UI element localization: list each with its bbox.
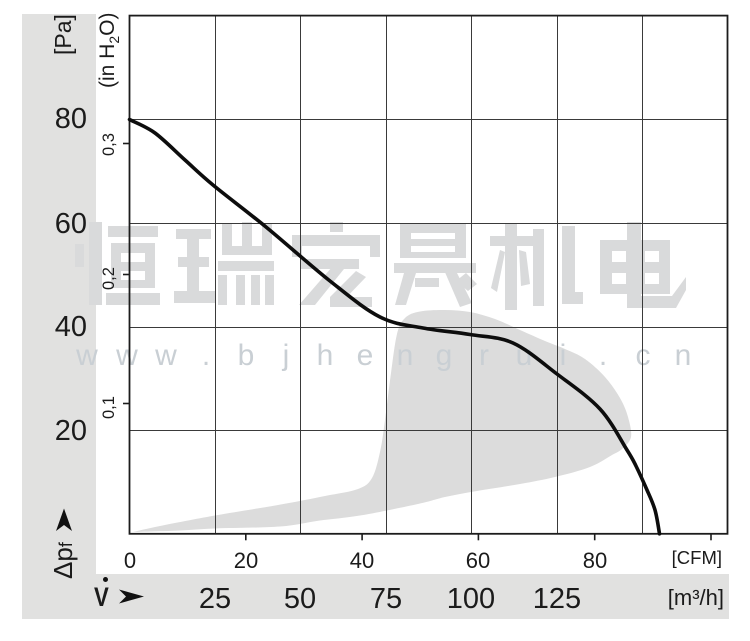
svg-text:n: n xyxy=(675,339,692,372)
svg-text:e: e xyxy=(357,339,374,372)
svg-text:.: . xyxy=(599,339,607,372)
svg-text:w: w xyxy=(115,339,138,372)
svg-text:.: . xyxy=(202,339,210,372)
svg-text:r: r xyxy=(479,339,489,372)
svg-text:w: w xyxy=(75,339,98,372)
svg-text:i: i xyxy=(560,339,567,372)
svg-text:b: b xyxy=(238,339,255,372)
svg-text:j: j xyxy=(282,339,290,372)
svg-text:n: n xyxy=(397,339,414,372)
svg-text:w: w xyxy=(154,339,177,372)
svg-text:g: g xyxy=(436,339,453,372)
svg-text:h: h xyxy=(317,339,334,372)
